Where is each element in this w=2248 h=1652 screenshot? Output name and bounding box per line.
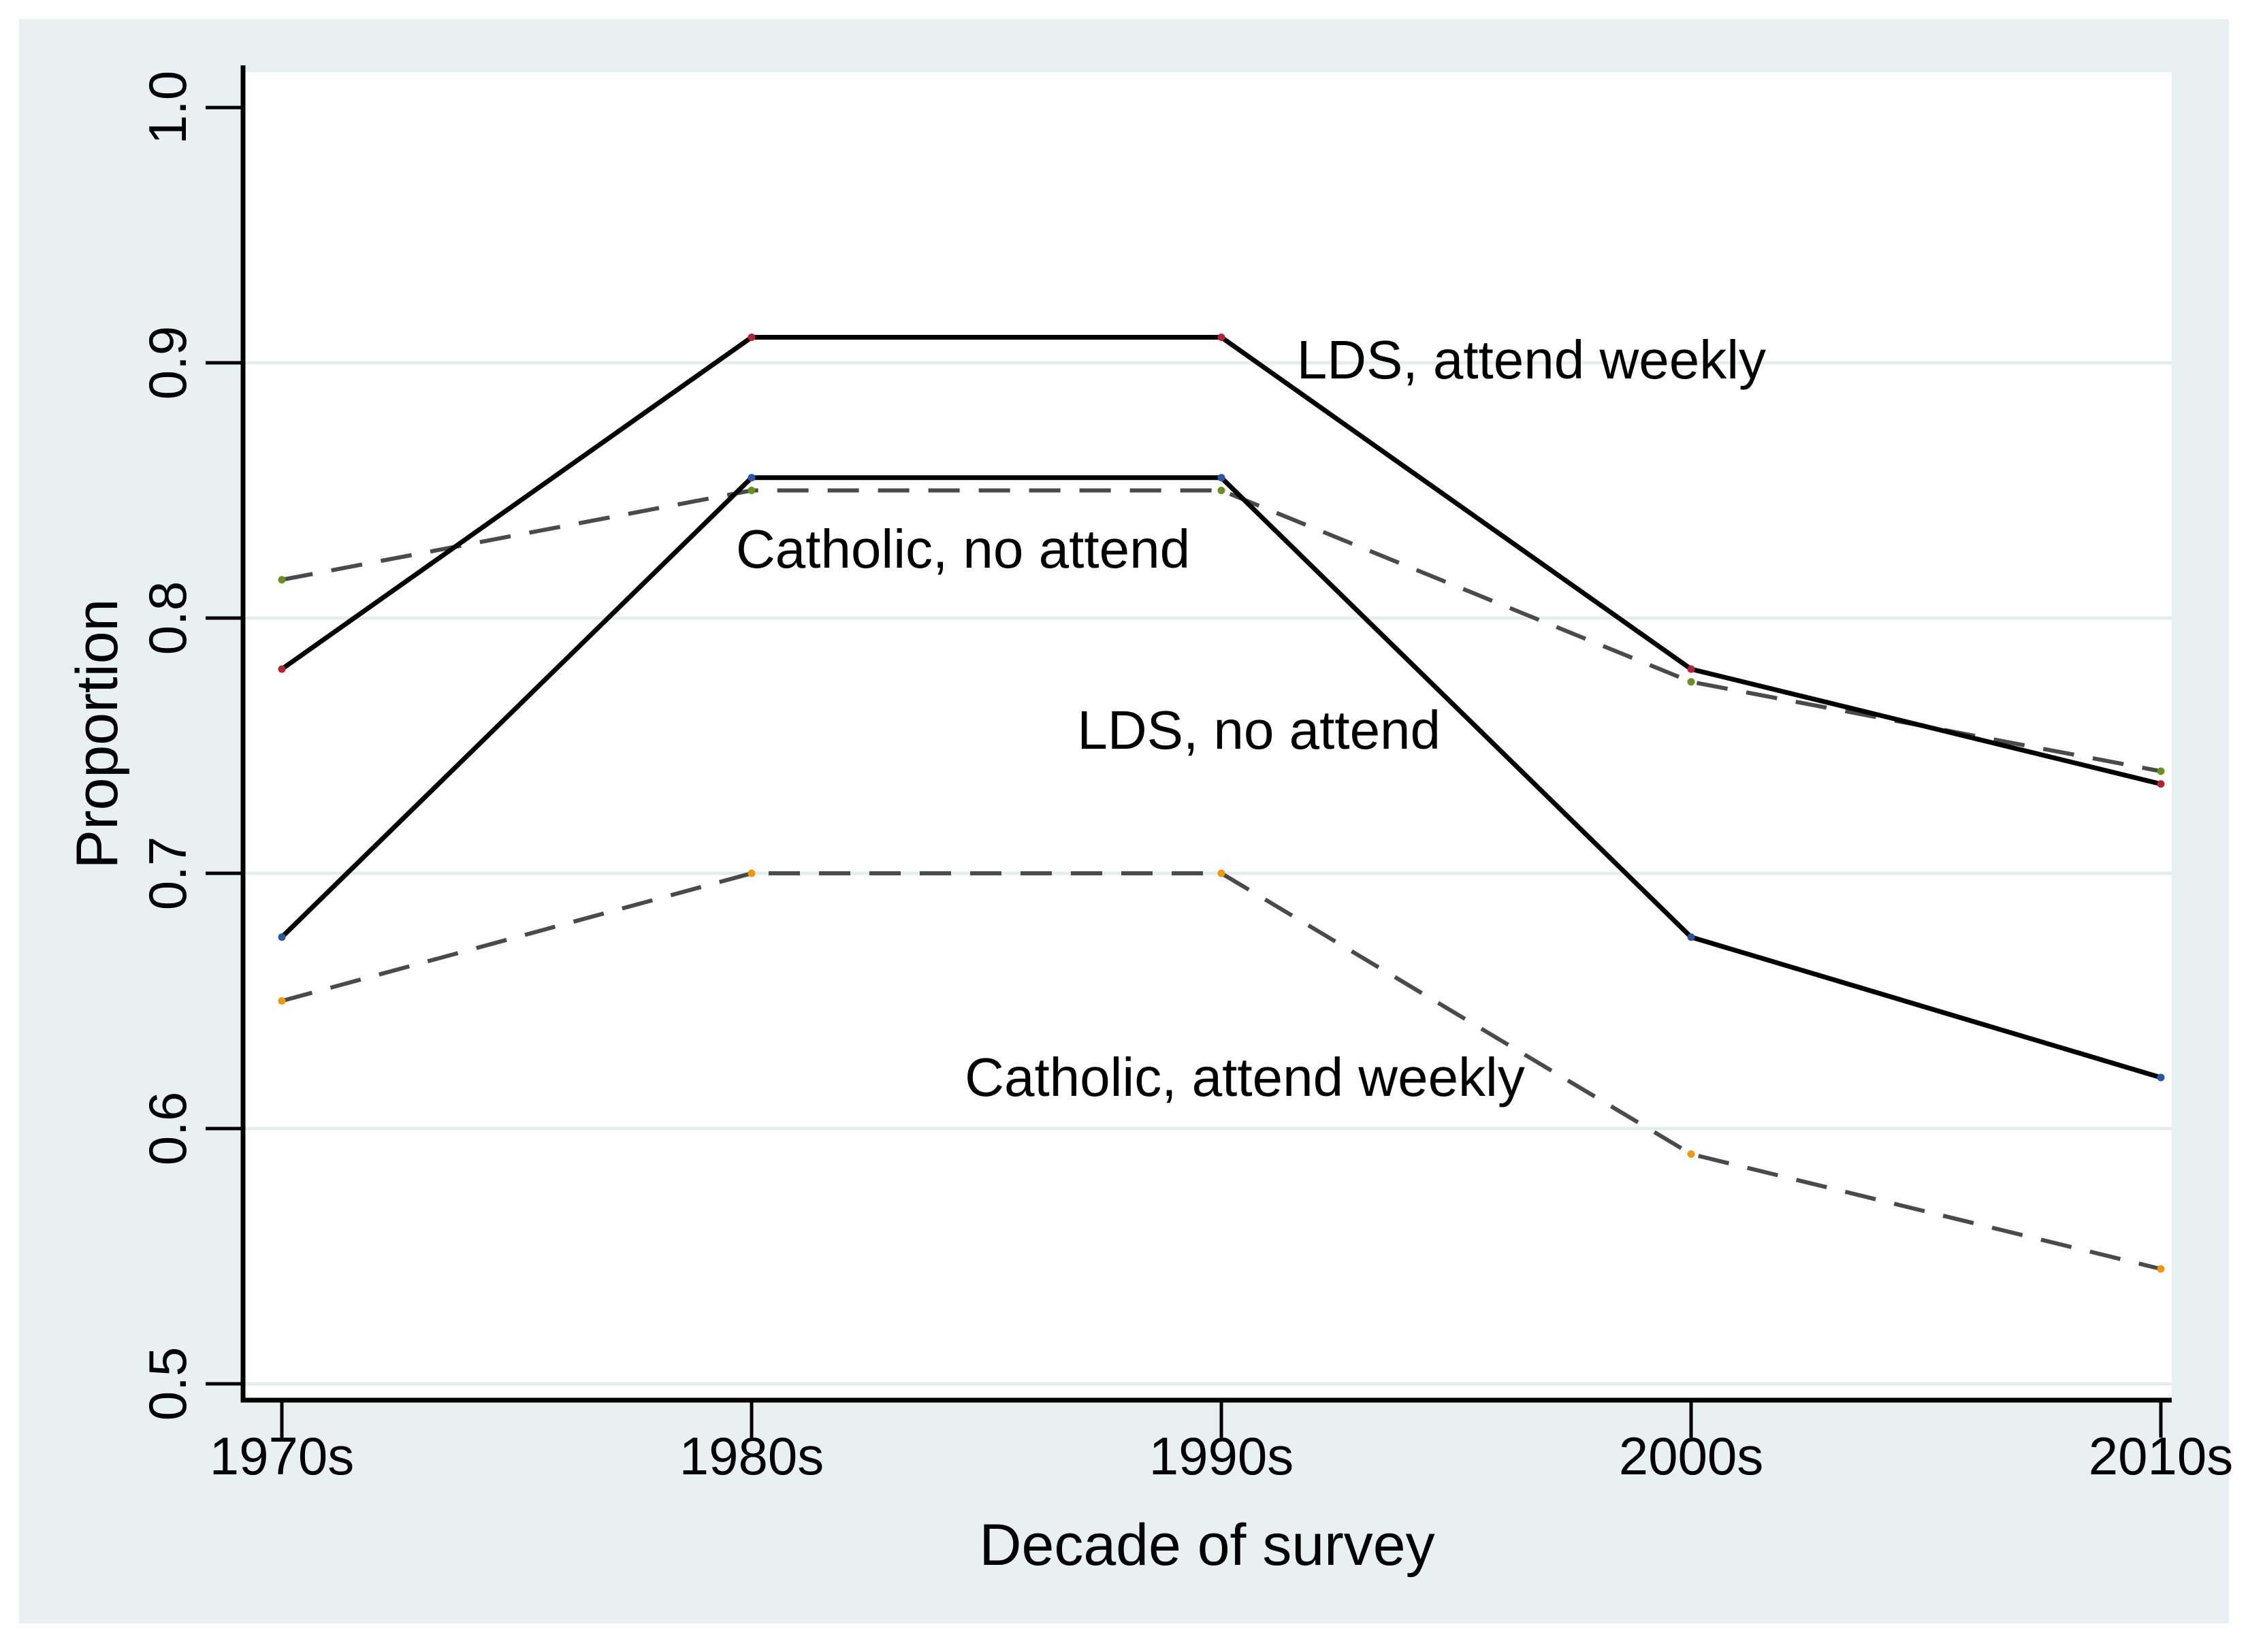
data-point-marker <box>2157 780 2165 788</box>
data-point-marker <box>278 576 286 584</box>
data-point-marker <box>1687 665 1695 673</box>
plot-region <box>243 72 2172 1400</box>
data-point-marker <box>278 933 286 941</box>
data-point-marker <box>2157 1073 2165 1082</box>
data-point-marker <box>1687 1150 1695 1158</box>
data-point-marker <box>278 665 286 673</box>
data-point-marker <box>2157 1265 2165 1273</box>
data-point-marker <box>1217 487 1225 494</box>
series-line-catholic-attend-weekly <box>281 871 2162 1272</box>
data-point-marker <box>2157 767 2165 775</box>
series-line-lds-no-attend <box>280 475 2162 1080</box>
data-point-marker <box>1687 933 1695 941</box>
data-point-marker <box>748 334 756 341</box>
series-line-lds-attend-weekly <box>280 335 2162 787</box>
data-point-marker <box>1687 678 1695 686</box>
data-point-marker <box>748 474 756 482</box>
data-point-marker <box>278 997 286 1005</box>
series-line-catholic-no-attend <box>281 488 2162 773</box>
data-point-marker <box>1217 334 1225 341</box>
data-point-marker <box>1217 869 1225 877</box>
data-point-marker <box>748 487 756 494</box>
data-point-marker <box>1217 474 1225 482</box>
data-point-marker <box>748 869 756 877</box>
